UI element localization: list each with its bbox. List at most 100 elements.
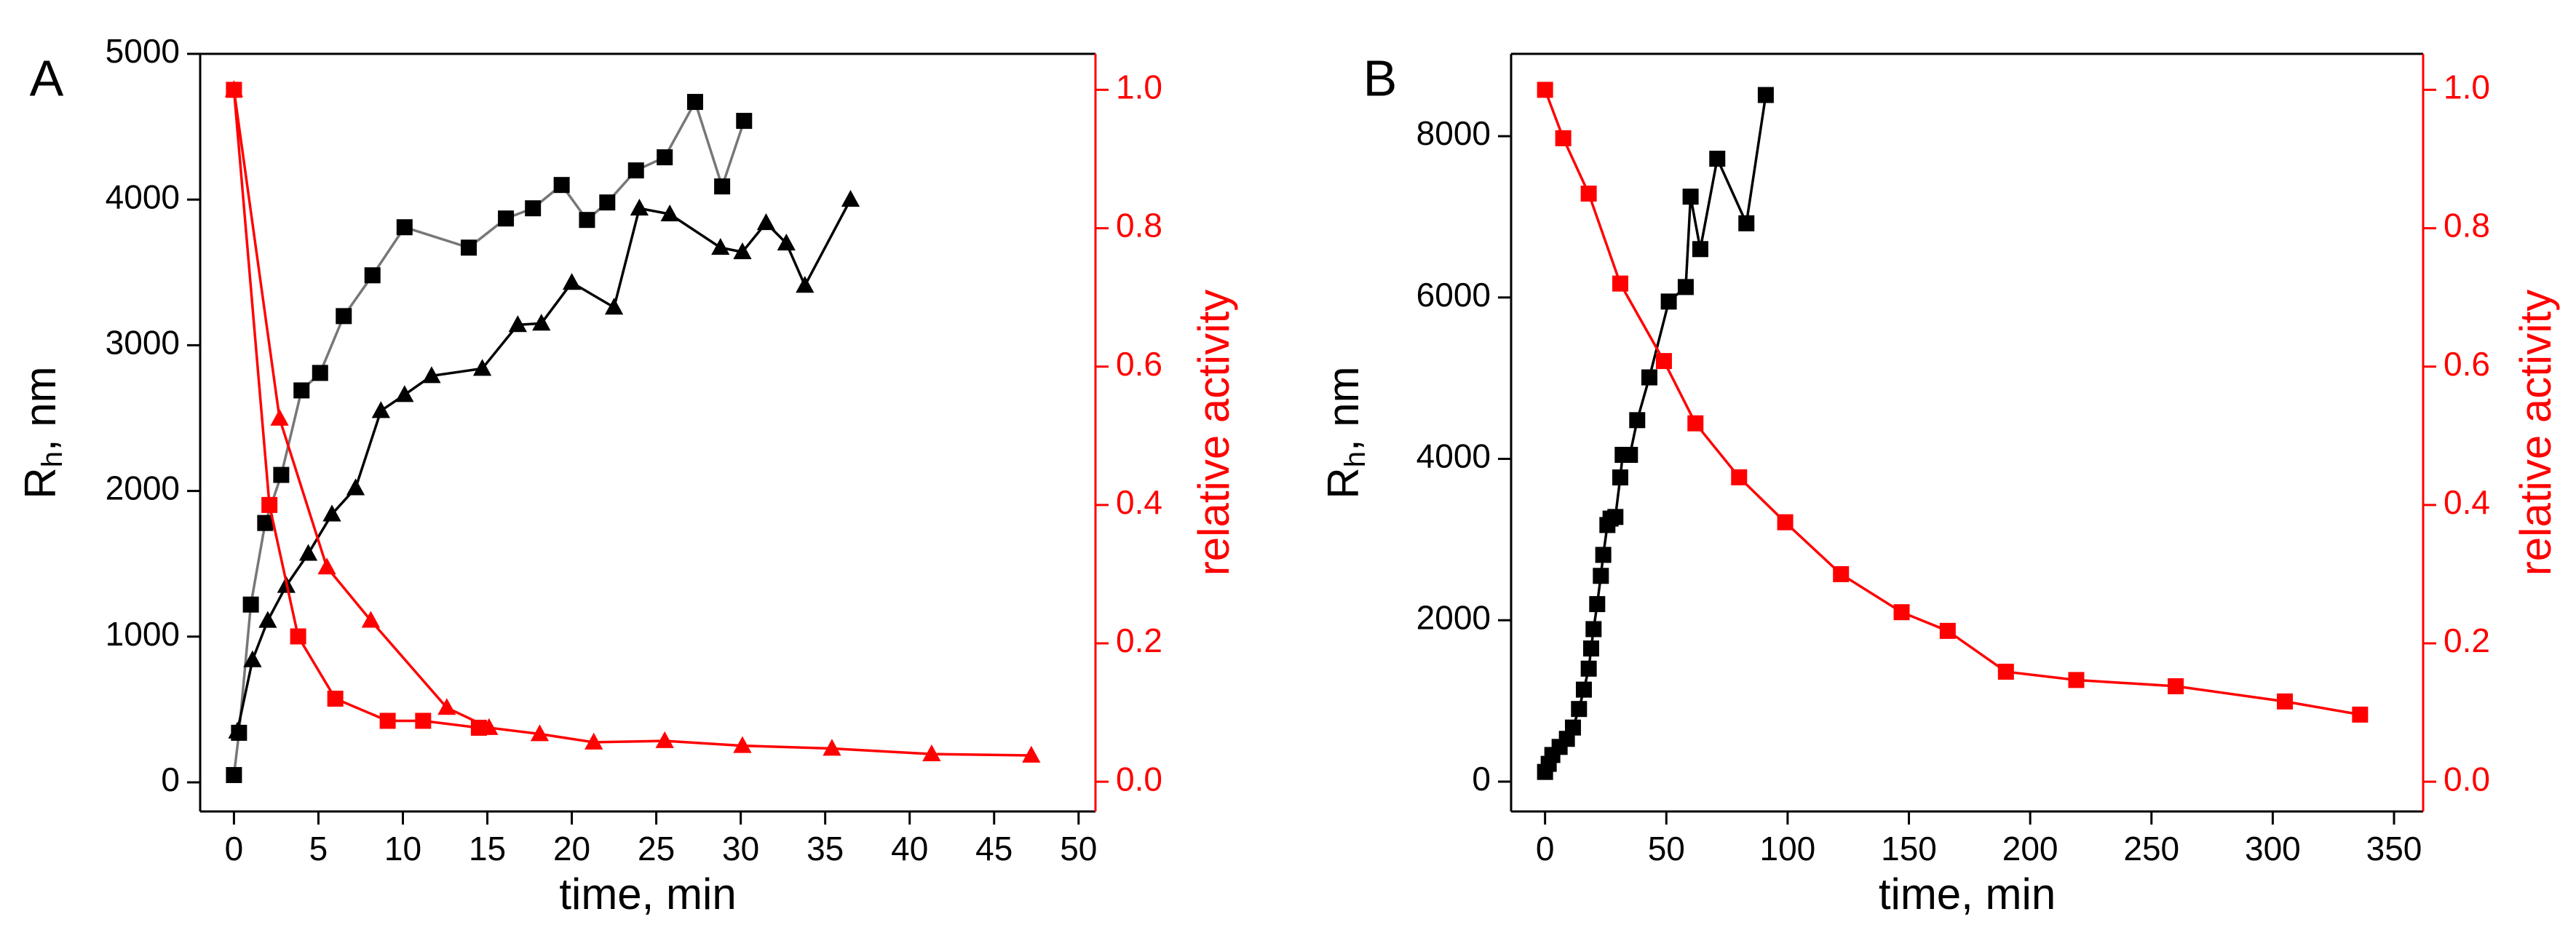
marker xyxy=(273,467,290,483)
y-tick-label: 0 xyxy=(161,761,180,798)
y-tick-label: 1000 xyxy=(106,615,180,653)
y-axis-label-part: R xyxy=(1319,467,1368,499)
y-axis-label-part: , nm xyxy=(16,366,65,451)
marker xyxy=(242,596,259,613)
marker xyxy=(498,210,515,227)
marker xyxy=(371,401,390,418)
x-tick-label: 30 xyxy=(722,830,759,868)
x-tick-label: 35 xyxy=(807,830,844,868)
marker xyxy=(480,718,499,735)
marker xyxy=(579,212,595,229)
x-axis-label: time, min xyxy=(559,870,736,918)
marker xyxy=(1622,446,1638,463)
marker xyxy=(1655,353,1672,370)
marker xyxy=(322,504,341,522)
marker xyxy=(437,698,456,715)
y2-tick-label: 0.2 xyxy=(1116,622,1162,659)
marker xyxy=(1537,82,1553,98)
marker xyxy=(660,205,679,222)
y-axis-label: Rh, nm xyxy=(1319,366,1371,499)
marker xyxy=(1738,215,1755,231)
marker xyxy=(1607,509,1624,525)
marker xyxy=(327,691,344,707)
marker xyxy=(584,732,603,750)
marker xyxy=(1564,719,1581,736)
marker xyxy=(379,712,396,729)
marker xyxy=(1595,547,1612,563)
marker xyxy=(226,766,242,783)
marker xyxy=(1757,87,1774,103)
marker xyxy=(2168,678,2184,694)
x-tick-label: 250 xyxy=(2123,830,2179,868)
marker xyxy=(1555,130,1572,146)
y2-tick-label: 1.0 xyxy=(2444,68,2490,106)
marker xyxy=(630,199,649,216)
marker xyxy=(1731,469,1748,485)
y2-tick-label: 0.8 xyxy=(2444,207,2490,245)
y2-tick-label: 0.6 xyxy=(2444,345,2490,383)
series-line xyxy=(1544,95,1767,773)
marker xyxy=(733,736,752,753)
y-tick-label: 4000 xyxy=(1416,437,1491,475)
y-tick-label: 4000 xyxy=(106,178,180,215)
marker xyxy=(2352,706,2369,723)
x-tick-label: 45 xyxy=(975,830,1012,868)
marker xyxy=(1692,241,1708,258)
marker xyxy=(1575,681,1592,698)
panel: 0 50 100 150 200 250 300 350 0 2000 4000 6000 8000 0.… xyxy=(1319,49,2560,918)
marker xyxy=(1997,663,2014,680)
marker xyxy=(553,177,570,194)
marker xyxy=(1589,596,1606,613)
x-tick-label: 0 xyxy=(1536,830,1555,868)
marker xyxy=(1612,275,1628,292)
panel-label: B xyxy=(1363,49,1398,106)
marker xyxy=(508,315,527,333)
marker xyxy=(257,515,274,531)
marker xyxy=(922,744,941,761)
marker xyxy=(346,478,365,496)
marker xyxy=(733,242,752,260)
marker xyxy=(2277,693,2294,710)
marker xyxy=(1682,188,1699,205)
marker xyxy=(224,80,244,98)
y-tick-label: 5000 xyxy=(106,32,180,70)
marker xyxy=(298,544,318,561)
marker xyxy=(361,611,381,628)
marker xyxy=(1022,745,1041,763)
y-tick-label: 2000 xyxy=(1416,598,1491,636)
marker xyxy=(1593,568,1609,584)
y-tick-label: 6000 xyxy=(1416,276,1491,314)
x-tick-label: 0 xyxy=(225,830,244,868)
y2-tick-label: 1.0 xyxy=(1116,68,1162,106)
y-axis-label: Rh, nm xyxy=(16,366,68,499)
marker xyxy=(1580,186,1597,202)
y2-tick-label: 0.8 xyxy=(1116,207,1162,245)
marker xyxy=(1777,514,1794,531)
panel-label: A xyxy=(30,49,64,106)
marker xyxy=(364,267,381,284)
marker xyxy=(1833,565,1850,582)
marker xyxy=(562,273,582,290)
y-tick-label: 8000 xyxy=(1416,114,1491,152)
y2-tick-label: 0.0 xyxy=(1116,760,1162,798)
marker xyxy=(293,382,310,399)
x-axis-label: time, min xyxy=(1879,870,2056,918)
marker xyxy=(657,149,673,166)
marker xyxy=(1580,660,1597,677)
x-tick-label: 15 xyxy=(469,830,506,868)
y2-tick-label: 0.4 xyxy=(1116,483,1162,521)
marker xyxy=(525,200,542,217)
y2-tick-label: 0.0 xyxy=(2444,760,2490,798)
marker xyxy=(1582,640,1599,657)
marker xyxy=(472,359,492,376)
marker xyxy=(258,611,277,628)
marker xyxy=(796,276,815,293)
y2-tick-label: 0.2 xyxy=(2444,622,2490,659)
x-tick-label: 100 xyxy=(1760,830,1816,868)
x-tick-label: 200 xyxy=(2002,830,2058,868)
marker xyxy=(686,94,703,111)
marker xyxy=(736,113,753,130)
marker xyxy=(422,366,441,384)
x-tick-label: 300 xyxy=(2245,830,2301,868)
